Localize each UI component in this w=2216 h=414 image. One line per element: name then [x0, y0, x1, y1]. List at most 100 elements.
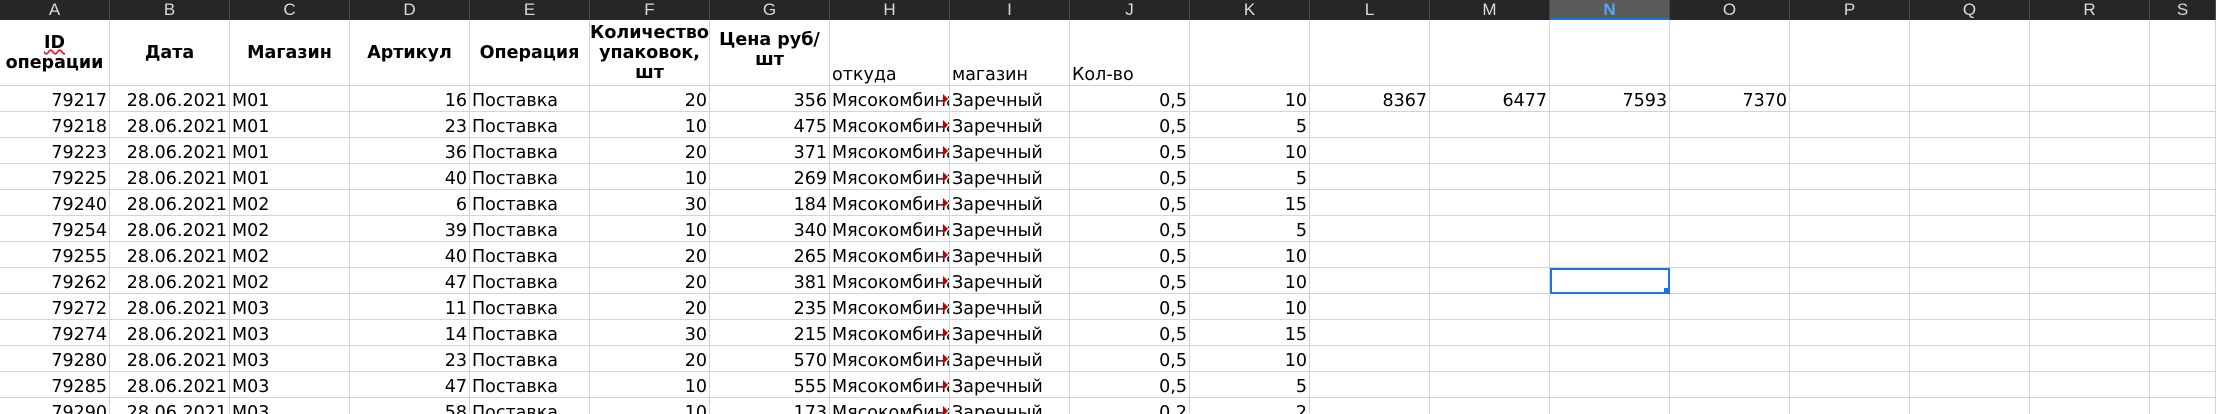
cell-f2[interactable]: 20 — [590, 86, 710, 112]
header-cell-o[interactable] — [1670, 20, 1790, 86]
cell-p14[interactable] — [1790, 398, 1910, 414]
cell-o11[interactable] — [1670, 320, 1790, 346]
cell-l13[interactable] — [1310, 372, 1430, 398]
cell-a9[interactable]: 79262 — [0, 268, 110, 294]
cell-s7[interactable] — [2150, 216, 2216, 242]
cell-c4[interactable]: M01 — [230, 138, 350, 164]
cell-r12[interactable] — [2030, 346, 2150, 372]
cell-m11[interactable] — [1430, 320, 1550, 346]
cell-l9[interactable] — [1310, 268, 1430, 294]
cell-b3[interactable]: 28.06.2021 — [110, 112, 230, 138]
cell-a4[interactable]: 79223 — [0, 138, 110, 164]
cell-j6[interactable]: 0,5 — [1070, 190, 1190, 216]
cell-j12[interactable]: 0,5 — [1070, 346, 1190, 372]
cell-c9[interactable]: M02 — [230, 268, 350, 294]
cell-b11[interactable]: 28.06.2021 — [110, 320, 230, 346]
cell-s4[interactable] — [2150, 138, 2216, 164]
cell-i8[interactable]: Заречный — [950, 242, 1070, 268]
cell-f8[interactable]: 20 — [590, 242, 710, 268]
cell-o9[interactable] — [1670, 268, 1790, 294]
cell-p7[interactable] — [1790, 216, 1910, 242]
cell-c8[interactable]: M02 — [230, 242, 350, 268]
cell-q12[interactable] — [1910, 346, 2030, 372]
column-header-o[interactable]: O — [1670, 0, 1790, 20]
column-header-e[interactable]: E — [470, 0, 590, 20]
cell-q11[interactable] — [1910, 320, 2030, 346]
cell-c5[interactable]: M01 — [230, 164, 350, 190]
cell-o8[interactable] — [1670, 242, 1790, 268]
cell-h2[interactable]: Мясокомбинат — [830, 86, 950, 112]
cell-r2[interactable] — [2030, 86, 2150, 112]
cell-c2[interactable]: M01 — [230, 86, 350, 112]
cell-e2[interactable]: Поставка — [470, 86, 590, 112]
cell-n14[interactable] — [1550, 398, 1670, 414]
cell-c3[interactable]: M01 — [230, 112, 350, 138]
header-cell-l[interactable] — [1310, 20, 1430, 86]
cell-c11[interactable]: M03 — [230, 320, 350, 346]
cell-g5[interactable]: 269 — [710, 164, 830, 190]
cell-r9[interactable] — [2030, 268, 2150, 294]
cell-r3[interactable] — [2030, 112, 2150, 138]
cell-i14[interactable]: Заречный — [950, 398, 1070, 414]
cell-n8[interactable] — [1550, 242, 1670, 268]
cell-n13[interactable] — [1550, 372, 1670, 398]
column-header-d[interactable]: D — [350, 0, 470, 20]
cell-b6[interactable]: 28.06.2021 — [110, 190, 230, 216]
cell-m7[interactable] — [1430, 216, 1550, 242]
cell-m13[interactable] — [1430, 372, 1550, 398]
cell-a10[interactable]: 79272 — [0, 294, 110, 320]
column-header-k[interactable]: K — [1190, 0, 1310, 20]
cell-o7[interactable] — [1670, 216, 1790, 242]
cell-f6[interactable]: 30 — [590, 190, 710, 216]
header-cell-n[interactable] — [1550, 20, 1670, 86]
cell-a13[interactable]: 79285 — [0, 372, 110, 398]
cell-m3[interactable] — [1430, 112, 1550, 138]
cell-l8[interactable] — [1310, 242, 1430, 268]
cell-e4[interactable]: Поставка — [470, 138, 590, 164]
cell-h4[interactable]: Мясокомбинат — [830, 138, 950, 164]
cell-o3[interactable] — [1670, 112, 1790, 138]
cell-e8[interactable]: Поставка — [470, 242, 590, 268]
cell-d2[interactable]: 16 — [350, 86, 470, 112]
header-cell-from[interactable]: откуда — [830, 20, 950, 86]
cell-g9[interactable]: 381 — [710, 268, 830, 294]
cell-p5[interactable] — [1790, 164, 1910, 190]
cell-q10[interactable] — [1910, 294, 2030, 320]
cell-n4[interactable] — [1550, 138, 1670, 164]
cell-p2[interactable] — [1790, 86, 1910, 112]
cell-s13[interactable] — [2150, 372, 2216, 398]
cell-p9[interactable] — [1790, 268, 1910, 294]
cell-d12[interactable]: 23 — [350, 346, 470, 372]
column-header-b[interactable]: B — [110, 0, 230, 20]
cell-h3[interactable]: Мясокомбинат — [830, 112, 950, 138]
cell-f5[interactable]: 10 — [590, 164, 710, 190]
cell-h8[interactable]: Мясокомбинат — [830, 242, 950, 268]
cell-i7[interactable]: Заречный — [950, 216, 1070, 242]
cell-s8[interactable] — [2150, 242, 2216, 268]
cell-f7[interactable]: 10 — [590, 216, 710, 242]
cell-r7[interactable] — [2030, 216, 2150, 242]
cell-h14[interactable]: Мясокомбинат — [830, 398, 950, 414]
cell-c14[interactable]: M03 — [230, 398, 350, 414]
cell-h11[interactable]: Мясокомбинат — [830, 320, 950, 346]
header-cell-q[interactable] — [1910, 20, 2030, 86]
column-header-h[interactable]: H — [830, 0, 950, 20]
cell-h13[interactable]: Мясокомбинат — [830, 372, 950, 398]
cell-a5[interactable]: 79225 — [0, 164, 110, 190]
cell-b13[interactable]: 28.06.2021 — [110, 372, 230, 398]
cell-a11[interactable]: 79274 — [0, 320, 110, 346]
cell-g6[interactable]: 184 — [710, 190, 830, 216]
cell-e5[interactable]: Поставка — [470, 164, 590, 190]
column-header-s[interactable]: S — [2150, 0, 2216, 20]
column-header-g[interactable]: G — [710, 0, 830, 20]
cell-m9[interactable] — [1430, 268, 1550, 294]
cell-l11[interactable] — [1310, 320, 1430, 346]
cell-r6[interactable] — [2030, 190, 2150, 216]
cell-r11[interactable] — [2030, 320, 2150, 346]
cell-i5[interactable]: Заречный — [950, 164, 1070, 190]
cell-n5[interactable] — [1550, 164, 1670, 190]
cell-s12[interactable] — [2150, 346, 2216, 372]
cell-n6[interactable] — [1550, 190, 1670, 216]
cell-g4[interactable]: 371 — [710, 138, 830, 164]
cell-n2[interactable]: 7593 — [1550, 86, 1670, 112]
